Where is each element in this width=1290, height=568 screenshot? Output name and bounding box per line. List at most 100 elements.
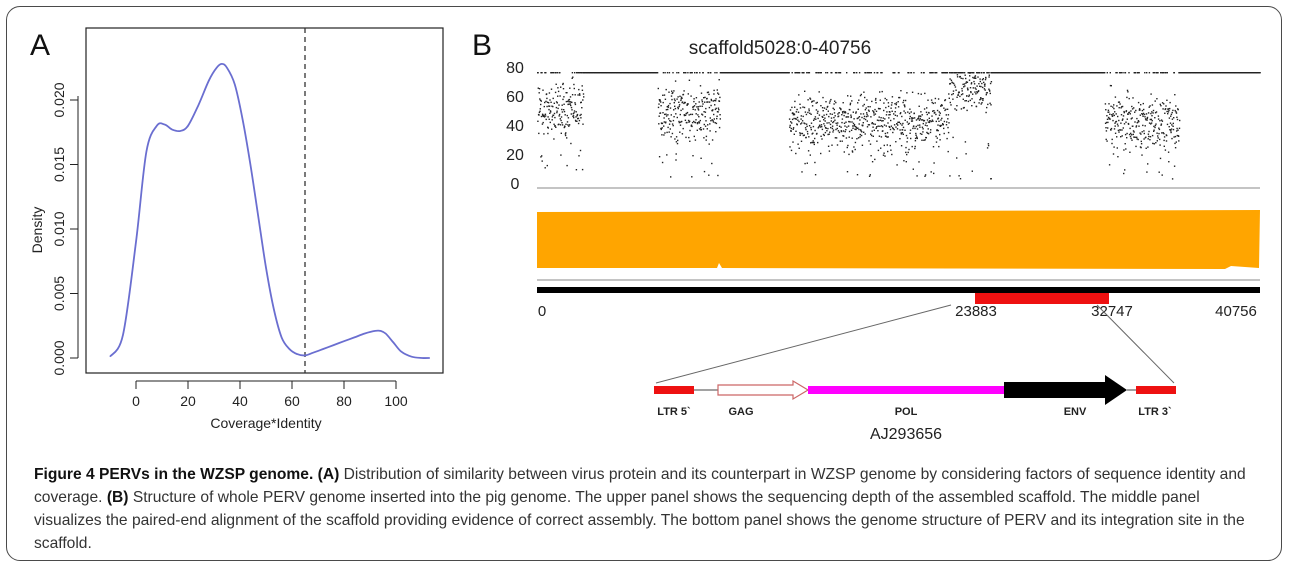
depth-point [681, 120, 683, 123]
depth-point [1143, 130, 1145, 132]
depth-point [661, 161, 664, 164]
depth-point [900, 145, 903, 147]
depth-point [1147, 133, 1150, 135]
depth-point [716, 72, 718, 74]
depth-point [897, 121, 899, 123]
depth-point [1125, 121, 1127, 123]
depth-point [986, 92, 988, 94]
depth-point [545, 118, 547, 121]
depth-point [875, 110, 878, 112]
depth-point [1108, 164, 1111, 166]
depth-point [960, 108, 963, 110]
depth-point [904, 129, 906, 131]
depth-point [935, 135, 937, 138]
depth-point [700, 157, 702, 159]
depth-point [699, 72, 701, 74]
depth-point [658, 123, 660, 125]
depth-point [1132, 125, 1134, 127]
depth-point [672, 72, 674, 74]
depth-point [1146, 117, 1148, 120]
depth-point [855, 112, 857, 114]
depth-point [989, 102, 991, 104]
depth-point [805, 136, 807, 139]
depth-point [575, 111, 577, 113]
depth-point [1137, 72, 1139, 74]
depth-point [1240, 72, 1242, 74]
depth-point [973, 72, 975, 74]
depth-point [661, 134, 663, 136]
depth-point [801, 132, 804, 135]
depth-point [556, 111, 558, 114]
depth-point [843, 122, 846, 124]
depth-point [893, 124, 896, 126]
depth-point [825, 108, 828, 110]
depth-point [706, 91, 709, 94]
depth-point [1038, 72, 1041, 74]
depth-point [1131, 108, 1134, 110]
depth-point [798, 120, 800, 123]
panel-a-x-axis: 0 20 40 60 80 100 Coverage*Identity [132, 380, 408, 431]
depth-point [867, 106, 869, 108]
depth-point [1116, 147, 1118, 149]
depth-point [564, 126, 566, 128]
depth-point [914, 147, 916, 150]
depth-point [1111, 114, 1113, 116]
depth-point [881, 120, 883, 122]
depth-point [1159, 103, 1161, 106]
depth-point [988, 88, 990, 90]
depth-point [969, 75, 971, 77]
depth-point [799, 134, 801, 136]
depth-point [861, 116, 863, 119]
depth-point [943, 120, 946, 123]
depth-point [672, 119, 675, 122]
depth-point [973, 101, 976, 104]
depth-point [698, 116, 700, 118]
depth-point [1119, 103, 1121, 105]
depth-point [816, 101, 818, 104]
depth-point [927, 132, 929, 134]
depth-point [944, 109, 946, 112]
depth-point [1124, 143, 1126, 145]
depth-point [1145, 119, 1147, 121]
depth-point [568, 101, 570, 103]
depth-point [551, 128, 553, 130]
depth-point [1178, 140, 1180, 142]
depth-point [920, 119, 923, 121]
depth-point [930, 120, 933, 123]
depth-point [923, 139, 925, 141]
depth-point [1120, 114, 1123, 116]
depth-point [811, 105, 814, 107]
depth-point [902, 101, 904, 104]
depth-point [952, 136, 954, 139]
depth-point [895, 126, 897, 128]
depth-point [567, 117, 570, 119]
depth-point [828, 115, 830, 118]
depth-point [683, 114, 686, 117]
depth-point [850, 114, 852, 116]
depth-point [562, 82, 564, 85]
depth-point [705, 107, 707, 110]
depth-point [1105, 109, 1107, 111]
depth-point [710, 120, 712, 122]
depth-point [1148, 72, 1151, 74]
depth-point [902, 133, 904, 135]
depth-point [711, 162, 713, 165]
depth-point [718, 100, 721, 102]
depth-point [857, 137, 860, 139]
depth-point [825, 72, 827, 74]
depth-point [547, 132, 549, 135]
depth-point [547, 102, 550, 104]
depth-point [765, 72, 768, 74]
depth-point [977, 72, 979, 74]
depth-point [805, 128, 807, 131]
depth-point [889, 126, 891, 128]
depth-point [1129, 135, 1132, 138]
depth-point [676, 98, 678, 100]
depth-point [983, 72, 985, 74]
depth-point [673, 102, 675, 104]
depth-point [866, 112, 868, 114]
depth-point [879, 108, 881, 110]
depth-point [998, 72, 1001, 74]
depth-point [989, 90, 991, 92]
depth-point [977, 90, 980, 92]
